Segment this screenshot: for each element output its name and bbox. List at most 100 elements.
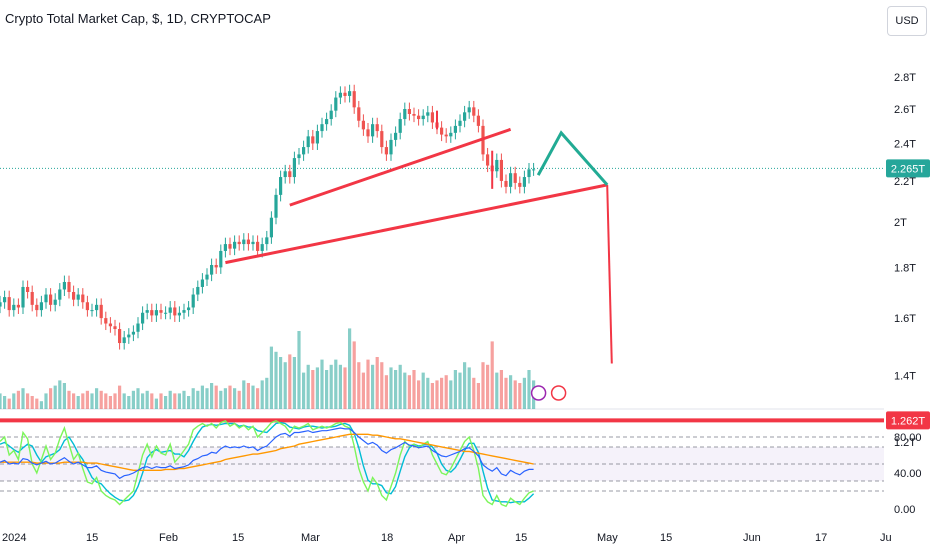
time-axis-tick: 15 (515, 532, 527, 544)
candle-body (453, 125, 457, 133)
candle-body (76, 294, 80, 300)
volume-bar (292, 357, 296, 409)
volume-bar (522, 377, 526, 409)
time-axis-tick: 15 (86, 532, 98, 544)
volume-bar (237, 390, 241, 409)
volume-bar (283, 362, 287, 409)
price-axis-tick: 1.4T (894, 371, 916, 383)
candle-body (398, 119, 402, 133)
volume-bar (16, 390, 20, 409)
volume-bar (136, 388, 140, 409)
volume-bar (200, 385, 204, 409)
candle-body (527, 169, 531, 178)
volume-bar (154, 398, 158, 409)
candle-body (315, 131, 319, 144)
candle-body (486, 154, 490, 166)
volume-bar (44, 393, 48, 409)
candle-body (325, 119, 329, 125)
volume-bar (228, 385, 232, 409)
volume-bar (412, 370, 416, 409)
candle-body (467, 107, 471, 113)
candle-body (191, 294, 195, 308)
volume-bar (472, 377, 476, 409)
volume-bar (173, 393, 177, 409)
volume-bar (499, 370, 503, 409)
volume-bar (196, 390, 200, 409)
candle-body (154, 310, 158, 316)
volume-bar (122, 393, 126, 409)
price-axis-tick: 1.2T (894, 437, 916, 449)
volume-bar (81, 393, 85, 409)
candle-body (159, 310, 163, 313)
last-price-badge-bg (886, 159, 930, 178)
volume-bar (509, 375, 513, 409)
volume-bar (421, 372, 425, 409)
volume-bar (288, 354, 292, 409)
volume-bar (104, 393, 108, 409)
volume-bar (279, 357, 283, 409)
candle-body (7, 297, 11, 311)
candle-body (196, 286, 200, 295)
volume-bar (131, 390, 135, 409)
volume-bar (311, 370, 315, 409)
candle-body (90, 310, 94, 312)
volume-bar (118, 385, 122, 409)
candle-body (16, 304, 20, 308)
volume-bar (242, 380, 246, 409)
volume-bar (219, 390, 223, 409)
candle-body (265, 237, 269, 245)
volume-bar (85, 390, 89, 409)
candle-body (302, 147, 306, 155)
volume-bar (67, 390, 71, 409)
volume-bar (260, 380, 264, 409)
candle-body (35, 304, 39, 311)
volume-bar (306, 364, 310, 409)
candle-body (384, 147, 388, 155)
volume-bar (417, 380, 421, 409)
volume-bar (380, 362, 384, 409)
rsi-line (0, 427, 534, 480)
candle-body (375, 124, 379, 132)
candle-body (58, 289, 62, 300)
volume-bar (21, 388, 25, 409)
time-axis-tick: Mar (301, 532, 320, 544)
candle-body (311, 136, 315, 144)
candle-body (389, 139, 393, 155)
volume-bar (274, 351, 278, 409)
candle-body (518, 182, 522, 187)
volume-bar (518, 383, 522, 409)
time-axis-tick: 15 (660, 532, 672, 544)
stoch-fast-line (0, 419, 534, 508)
volume-bar (233, 388, 237, 409)
currency-button[interactable]: USD (887, 6, 927, 36)
volume-bar (251, 385, 255, 409)
candle-body (113, 326, 117, 330)
volume-bar (141, 393, 145, 409)
volume-bar (440, 377, 444, 409)
volume-bar (407, 375, 411, 409)
volume-bar (187, 396, 191, 409)
candle-body (127, 334, 131, 338)
volume-bar (325, 370, 329, 409)
time-axis-tick: Jun (743, 532, 761, 544)
volume-bar (375, 357, 379, 409)
candle-body (168, 307, 172, 313)
volume-bar (352, 341, 356, 409)
level-badge: 1.262T (891, 415, 926, 427)
time-axis-tick: Apr (448, 532, 465, 544)
candle-body (164, 312, 168, 314)
volume-bar (334, 359, 338, 409)
neckline-upper (289, 127, 512, 207)
volume-bar (315, 367, 319, 409)
candle-body (173, 307, 177, 316)
volume-bar (495, 372, 499, 409)
candle-body (444, 134, 448, 137)
time-axis-tick: May (597, 532, 618, 544)
osc-axis-tick: 80.00 (894, 432, 922, 444)
volume-bar (486, 364, 490, 409)
time-axis-tick: 15 (232, 532, 244, 544)
candle-body (407, 109, 411, 114)
candle-body (421, 115, 425, 120)
candle-body (26, 286, 30, 292)
